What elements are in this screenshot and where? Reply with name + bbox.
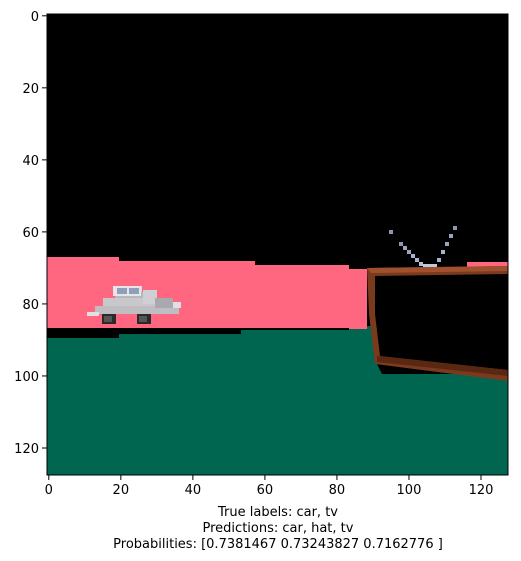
y-tick-label: 60 [22,226,39,241]
pink-strip-right [467,262,508,270]
caption-true-labels: True labels: car, tv [217,505,338,520]
x-tick-label: 60 [257,483,274,498]
ground [47,326,367,475]
y-tick-label: 20 [22,82,39,97]
x-tick-label: 20 [113,483,130,498]
x-tick-label: 0 [45,483,53,498]
axes-frame [46,13,509,476]
x-tick-label: 40 [185,483,202,498]
image-plot [46,13,509,476]
y-tick-label: 0 [31,10,39,25]
pink-strip-left-of-tv [349,269,367,329]
x-axis: 0 20 40 60 80 100 120 [45,475,494,498]
caption-probabilities: Probabilities: [0.7381467 0.73243827 0.7… [113,537,443,552]
ground-right [367,374,508,475]
car-icon [87,286,181,324]
y-tick-label: 100 [14,370,39,385]
y-tick-label: 80 [22,298,39,313]
tv-icon [367,226,508,381]
y-axis: 0 20 40 60 80 100 120 [14,10,47,457]
x-tick-label: 100 [397,483,422,498]
x-tick-label: 80 [329,483,346,498]
pink-band [47,257,367,328]
caption-predictions: Predictions: car, hat, tv [203,521,354,536]
x-tick-label: 120 [469,483,494,498]
y-tick-label: 40 [22,154,39,169]
y-tick-label: 120 [14,442,39,457]
